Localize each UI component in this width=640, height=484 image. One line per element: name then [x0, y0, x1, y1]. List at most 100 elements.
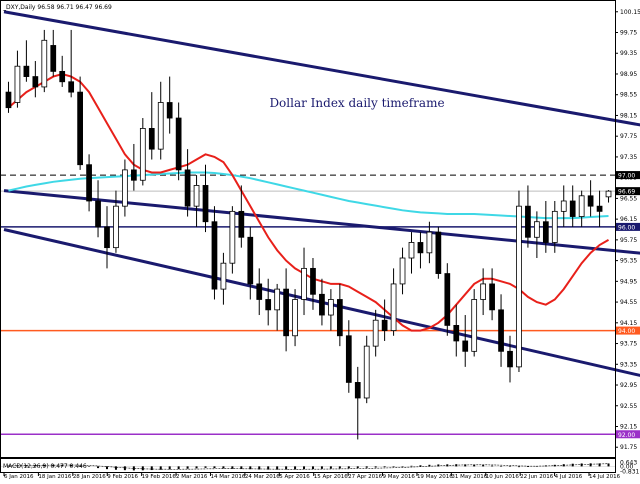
candle-bear — [265, 299, 272, 311]
macd-tick-label: 0.643 — [620, 459, 637, 466]
candle-bear — [77, 91, 83, 166]
macd-bar — [159, 466, 162, 470]
y-tick-label: 96.15 — [620, 216, 637, 223]
channel-line-0 — [3, 10, 640, 127]
candle-bear — [59, 70, 66, 83]
macd-bar — [258, 466, 261, 470]
candle-bear — [319, 293, 325, 316]
macd-bar — [249, 466, 252, 470]
candle-bull — [328, 299, 334, 316]
candle-bear — [525, 205, 531, 238]
y-tick-label: 95.75 — [620, 237, 637, 244]
y-tick-label: 99.35 — [620, 50, 637, 57]
y-tick-label: 99.75 — [620, 30, 637, 37]
macd-bar — [294, 466, 297, 470]
candle-bear — [507, 350, 513, 368]
symbol-header: _DXY,Daily 96.58 96.71 96.47 96.69 — [2, 4, 112, 11]
x-tick-label: 2 Mar 2016 — [176, 474, 208, 480]
candle-bull — [578, 195, 585, 217]
macd-bar — [509, 466, 512, 467]
x-tick-label: 19 Feb 2016 — [142, 474, 177, 480]
candle-bull — [229, 210, 236, 264]
macd-bar — [437, 464, 440, 467]
x-tick-label: 15 Apr 2016 — [314, 474, 349, 480]
candle-bear — [542, 221, 549, 243]
y-tick-label: 92.15 — [620, 423, 637, 430]
candle-bull — [480, 283, 487, 300]
candle-bear — [336, 299, 343, 337]
candle-bear — [596, 205, 603, 212]
y-tick-label: 96.55 — [620, 195, 637, 202]
y-tick-label: 97.35 — [620, 154, 637, 161]
macd-bar — [43, 464, 46, 467]
macd-bar — [410, 465, 413, 467]
macd-bar — [97, 466, 100, 469]
x-tick-label: 5 Apr 2016 — [279, 474, 310, 480]
candle-bear — [95, 200, 101, 228]
candle-bear — [310, 267, 316, 295]
candle-bull — [274, 288, 281, 311]
y-tick-label: 91.75 — [620, 444, 637, 451]
candle-bull — [372, 319, 379, 347]
y-tick-label: 92.55 — [620, 403, 637, 410]
candle-bull — [14, 65, 21, 103]
candle-bear — [247, 236, 254, 285]
macd-bar — [419, 465, 422, 467]
y-tick-label: 100.15 — [620, 9, 640, 16]
macd-bar — [374, 466, 377, 468]
frame — [0, 0, 616, 473]
price-marker-label: 92.00 — [618, 432, 635, 439]
macd-bar — [123, 466, 126, 471]
candle-bear — [202, 185, 209, 223]
macd-bar — [231, 466, 234, 469]
candle-bear — [444, 273, 451, 326]
candle-bull — [471, 299, 478, 352]
candle-bull — [292, 299, 298, 337]
candle-bull — [193, 185, 200, 207]
price-markers: 97.00 96.69 96.00 94.00 92.00 — [616, 171, 640, 439]
macd-bar — [52, 464, 55, 467]
candle-bear — [211, 221, 218, 290]
price-marker-label: 96.00 — [618, 224, 635, 231]
candle-bull — [560, 200, 567, 212]
price-marker-box — [616, 326, 640, 335]
candle-bear — [417, 242, 424, 254]
macd-bar — [607, 463, 610, 467]
macd-bar — [267, 466, 270, 470]
time-axis: 6 Jan 2016 18 Jan 2016 28 Jan 2016 9 Feb 20… — [3, 473, 621, 480]
y-tick-label: 98.95 — [620, 71, 637, 78]
macd-bar — [392, 466, 395, 467]
macd-bar — [580, 463, 583, 467]
macd-bar — [105, 466, 108, 470]
macd-bar — [491, 465, 494, 467]
candle-bull — [301, 267, 307, 300]
candle-bull — [605, 190, 612, 198]
candle-bull — [426, 231, 433, 254]
macd-bar — [517, 466, 520, 468]
candle-bear — [283, 288, 289, 337]
y-tick-label: 95.35 — [620, 258, 637, 265]
x-tick-label: 9 May 2016 — [383, 474, 416, 480]
macd-bar — [526, 466, 529, 467]
candle-bear — [587, 195, 594, 207]
macd-panel-frame — [0, 458, 616, 473]
macd-bar — [383, 466, 386, 468]
macd-bar — [598, 463, 601, 467]
candle-bear — [23, 65, 30, 77]
candle-bull — [516, 205, 522, 368]
main-panel-frame — [0, 0, 616, 458]
candle-bear — [5, 91, 12, 109]
macd-bar — [303, 466, 306, 470]
candle-bear — [489, 283, 495, 311]
candle-bull — [399, 257, 406, 285]
candle-bear — [569, 200, 576, 217]
x-tick-label: 22 Jun 2016 — [520, 474, 554, 480]
x-tick-label: 31 May 2016 — [451, 474, 487, 480]
candle-bull — [157, 102, 164, 150]
y-tick-label: 98.55 — [620, 92, 637, 99]
x-tick-label: 28 Jan 2016 — [73, 474, 106, 480]
candle-bull — [363, 345, 370, 399]
macd-bar — [428, 464, 431, 467]
candle-bear — [148, 128, 155, 150]
macd-bar — [347, 466, 350, 469]
